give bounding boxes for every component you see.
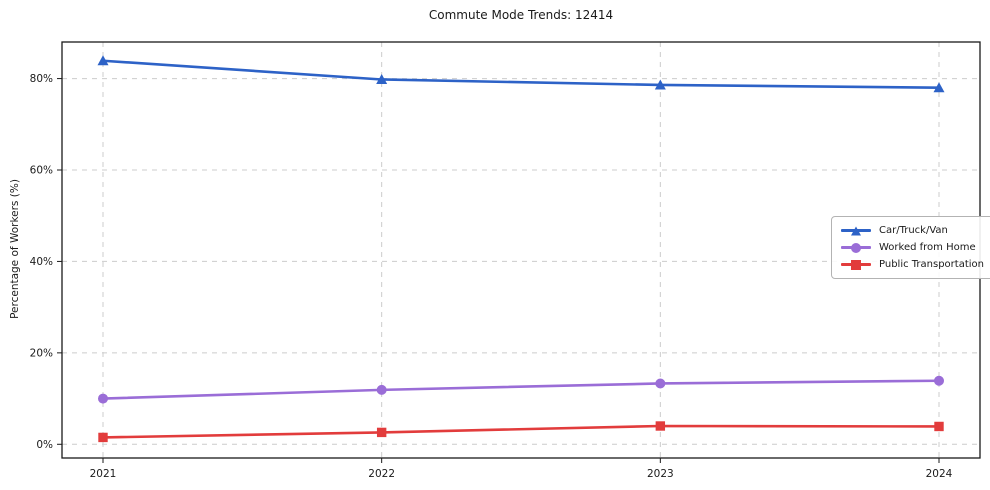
data-point-circle (98, 393, 108, 404)
square-marker-icon (851, 259, 861, 270)
legend-label: Worked from Home (879, 242, 976, 253)
data-point-triangle (97, 55, 109, 66)
x-tick-label: 2021 (90, 468, 117, 480)
y-tick-label: 40% (30, 256, 53, 268)
data-point-circle (934, 375, 944, 386)
data-point-circle (655, 378, 666, 389)
triangle-marker-icon (851, 226, 861, 235)
legend: Car/Truck/Van Worked from Home Public Tr… (831, 216, 990, 279)
chart-title: Commute Mode Trends: 12414 (428, 8, 614, 22)
y-tick-label: 60% (30, 165, 53, 177)
legend-swatch (841, 226, 871, 236)
data-point-square (376, 427, 387, 438)
x-tick-label: 2024 (926, 468, 953, 480)
data-point-triangle (933, 82, 945, 93)
data-point-square (98, 432, 108, 443)
series-line-worked-from-home (101, 379, 941, 400)
circle-marker-icon (851, 242, 861, 253)
x-tick-label: 2022 (368, 468, 395, 480)
data-point-triangle (654, 79, 666, 90)
y-tick-label: 80% (30, 73, 53, 85)
series-line-public-transportation (101, 424, 941, 439)
legend-label: Public Transportation (879, 259, 984, 270)
legend-item-car-truck-van: Car/Truck/Van (841, 225, 984, 236)
x-tick-label: 2023 (647, 468, 674, 480)
data-point-square (655, 421, 666, 431)
legend-swatch (841, 242, 871, 253)
series-line-car-truck-van (101, 59, 941, 90)
legend-label: Car/Truck/Van (879, 225, 948, 236)
data-point-square (934, 421, 944, 432)
data-point-triangle (376, 73, 388, 84)
y-tick-label: 0% (36, 439, 53, 451)
y-tick-label: 20% (30, 347, 53, 359)
legend-item-public-transportation: Public Transportation (841, 259, 984, 270)
data-point-circle (376, 384, 387, 395)
legend-swatch (841, 259, 871, 270)
legend-item-worked-from-home: Worked from Home (841, 242, 984, 253)
